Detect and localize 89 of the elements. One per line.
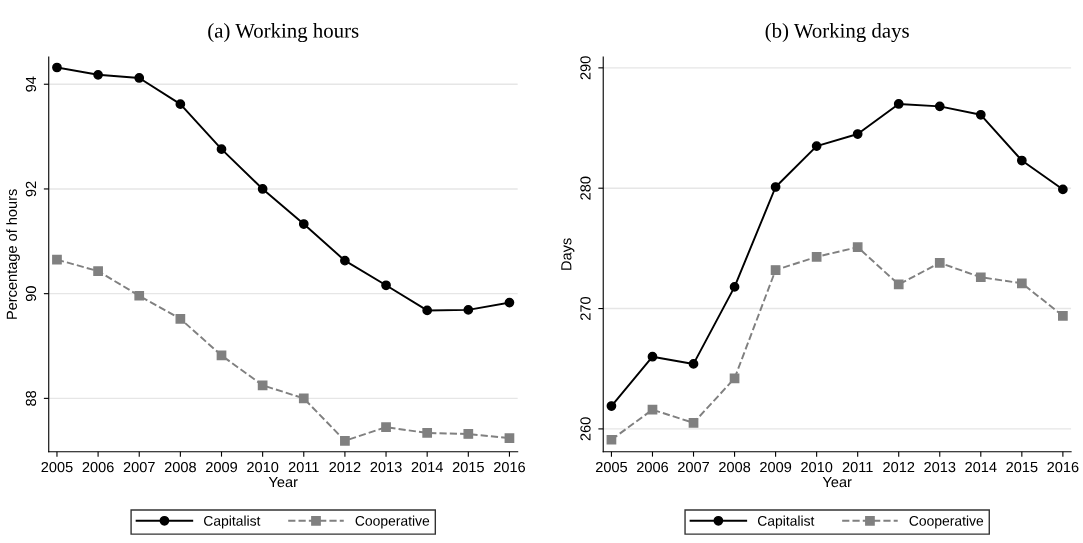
x-tick-label: 2014: [411, 461, 443, 473]
point: [893, 99, 904, 109]
x-tick-label: 2010: [801, 461, 833, 473]
x-tick-label: 2009: [760, 461, 792, 473]
point: [1058, 184, 1068, 195]
point: [93, 266, 103, 277]
point: [381, 422, 391, 433]
point: [504, 297, 515, 308]
point: [606, 434, 617, 445]
point: [770, 265, 781, 275]
x-tick-label: 2010: [247, 461, 279, 473]
x-tick-label: 2007: [678, 461, 710, 473]
point: [216, 144, 227, 155]
point: [134, 73, 145, 83]
point: [93, 69, 103, 80]
y-tick-label: 270: [580, 296, 591, 320]
x-tick-label: 2016: [1047, 461, 1079, 473]
point: [381, 280, 391, 291]
point: [975, 272, 986, 283]
x-tick-label: 2009: [206, 461, 238, 473]
point: [1016, 278, 1027, 289]
x-tick-label: 2006: [82, 461, 114, 473]
x-tick-label: 2008: [719, 461, 751, 473]
x-tick-label: 2014: [965, 461, 997, 473]
y-tick-label: 88: [25, 390, 37, 406]
point: [175, 99, 186, 109]
x-axis-title: Year: [822, 477, 852, 488]
x-tick-label: 2012: [883, 461, 915, 473]
point: [893, 279, 904, 290]
point: [422, 428, 433, 438]
point: [52, 62, 62, 73]
point: [811, 141, 822, 151]
point: [606, 401, 617, 411]
point: [175, 313, 186, 324]
x-tick-label: 2012: [329, 461, 361, 473]
point: [52, 254, 62, 265]
point: [688, 359, 699, 369]
point: [134, 290, 145, 301]
point: [298, 393, 309, 404]
legend-label: Capitalist: [204, 515, 261, 529]
point: [934, 101, 945, 112]
point: [852, 129, 863, 139]
point: [340, 255, 350, 266]
x-tick-label: 2013: [370, 461, 402, 473]
x-tick-label: 2015: [1006, 461, 1038, 473]
point: [647, 351, 658, 362]
x-axis-title: Year: [268, 477, 298, 488]
legend-label: Capitalist: [757, 515, 815, 529]
x-tick-label: 2016: [493, 461, 526, 473]
point: [257, 380, 268, 391]
x-tick-label: 2011: [288, 461, 319, 473]
point: [811, 251, 822, 262]
chart-title: (b) Working days: [765, 23, 909, 43]
x-tick-label: 2005: [41, 461, 73, 473]
point: [688, 418, 699, 428]
point: [770, 182, 781, 192]
point: [1016, 155, 1027, 166]
point: [298, 219, 309, 229]
point: [257, 184, 268, 194]
y-tick-label: 260: [580, 417, 591, 441]
x-tick-label: 2013: [924, 461, 956, 473]
point: [1058, 310, 1068, 321]
y-axis-title: Percentage of hours: [6, 189, 20, 319]
chart-title: (a) Working hours: [208, 23, 359, 43]
point: [934, 257, 945, 268]
x-tick-label: 2015: [452, 461, 484, 473]
point: [422, 305, 433, 316]
legend-label: Cooperative: [909, 515, 984, 529]
point: [340, 435, 350, 446]
point: [975, 109, 986, 120]
x-tick-label: 2011: [842, 461, 873, 473]
point: [463, 305, 474, 315]
y-axis-title: Days: [561, 238, 575, 270]
y-tick-label: 290: [580, 56, 591, 80]
y-tick-label: 90: [25, 286, 37, 302]
point: [647, 404, 658, 415]
legend-label: Cooperative: [355, 515, 430, 529]
x-tick-label: 2007: [123, 461, 155, 473]
y-tick-label: 92: [25, 181, 37, 197]
y-tick-label: 94: [25, 76, 37, 92]
x-tick-label: 2005: [595, 461, 628, 473]
point: [852, 242, 863, 253]
y-tick-label: 280: [580, 176, 591, 200]
point: [729, 373, 740, 384]
x-tick-label: 2008: [164, 461, 196, 473]
point: [463, 429, 474, 439]
x-tick-label: 2006: [636, 461, 669, 473]
point: [729, 282, 740, 292]
point: [504, 433, 515, 444]
